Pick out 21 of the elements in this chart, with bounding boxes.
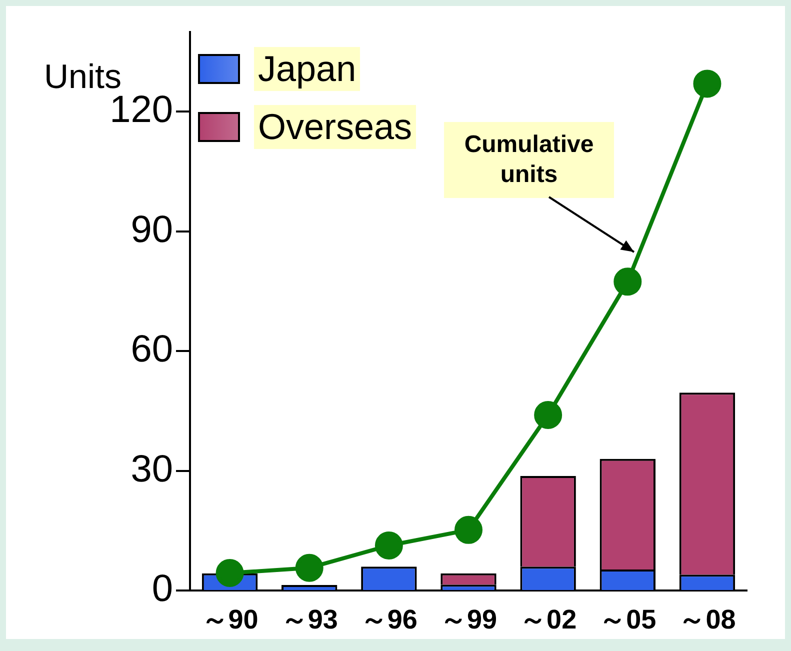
y-tick-label: 60: [130, 328, 173, 371]
x-tick-label: ～02: [520, 604, 577, 634]
x-tick-label: ～99: [440, 604, 498, 634]
text: Cumulative units: [444, 122, 614, 198]
y-tick-label: 0: [152, 568, 173, 610]
point: [216, 559, 244, 588]
point: [374, 531, 403, 560]
point: [614, 268, 642, 296]
point: [534, 400, 562, 429]
x-tick-label: ～93: [280, 604, 338, 634]
x-tick-label: ～08: [678, 604, 736, 634]
point: [693, 70, 722, 98]
point: [295, 554, 324, 582]
y-tick-label: 90: [130, 208, 173, 251]
legend-label: Japan: [254, 47, 360, 91]
x-tick-label: ～90: [201, 604, 258, 634]
x-tick-label: ～05: [599, 604, 656, 634]
legend-label: Overseas: [254, 105, 416, 149]
y-tick-label: 30: [130, 448, 173, 490]
point: [454, 516, 482, 544]
x-tick-label: ～96: [360, 604, 418, 634]
